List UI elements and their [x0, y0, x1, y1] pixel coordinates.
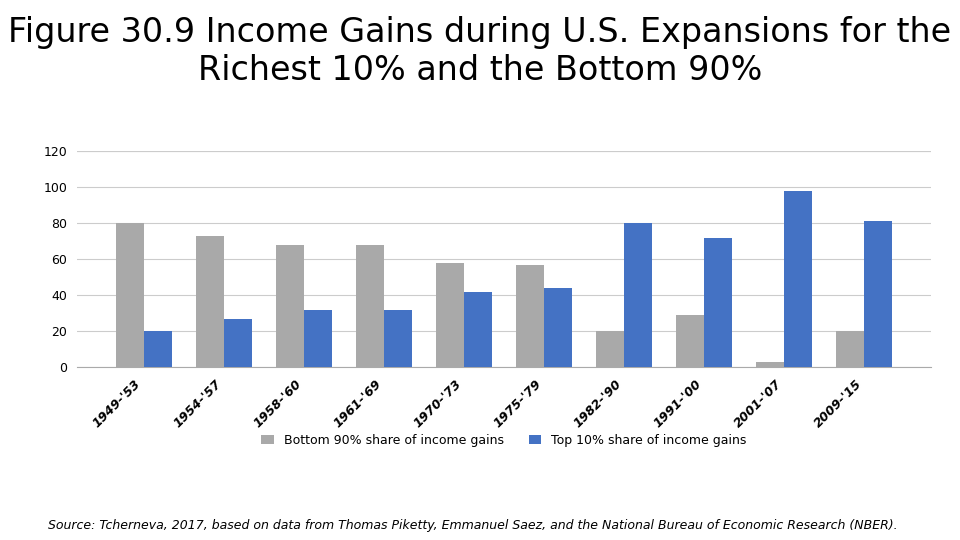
Bar	[516, 265, 544, 367]
Bar	[436, 263, 464, 367]
Bar	[544, 288, 572, 367]
Bar	[836, 331, 864, 367]
Bar	[705, 238, 732, 367]
Bar	[676, 315, 705, 367]
Bar	[224, 319, 252, 367]
Text: Figure 30.9 Income Gains during U.S. Expansions for the
Richest 10% and the Bott: Figure 30.9 Income Gains during U.S. Exp…	[9, 16, 951, 87]
Bar	[384, 309, 412, 367]
Bar	[784, 191, 812, 367]
Bar	[596, 331, 624, 367]
Bar	[115, 223, 144, 367]
Bar	[864, 221, 893, 367]
Bar	[144, 331, 172, 367]
Bar	[756, 362, 784, 367]
Legend: Bottom 90% share of income gains, Top 10% share of income gains: Bottom 90% share of income gains, Top 10…	[256, 429, 752, 451]
Bar	[276, 245, 303, 367]
Text: Source: Tcherneva, 2017, based on data from Thomas Piketty, Emmanuel Saez, and t: Source: Tcherneva, 2017, based on data f…	[48, 519, 898, 532]
Bar	[356, 245, 384, 367]
Bar	[464, 292, 492, 367]
Bar	[624, 223, 652, 367]
Bar	[303, 309, 332, 367]
Bar	[196, 236, 224, 367]
